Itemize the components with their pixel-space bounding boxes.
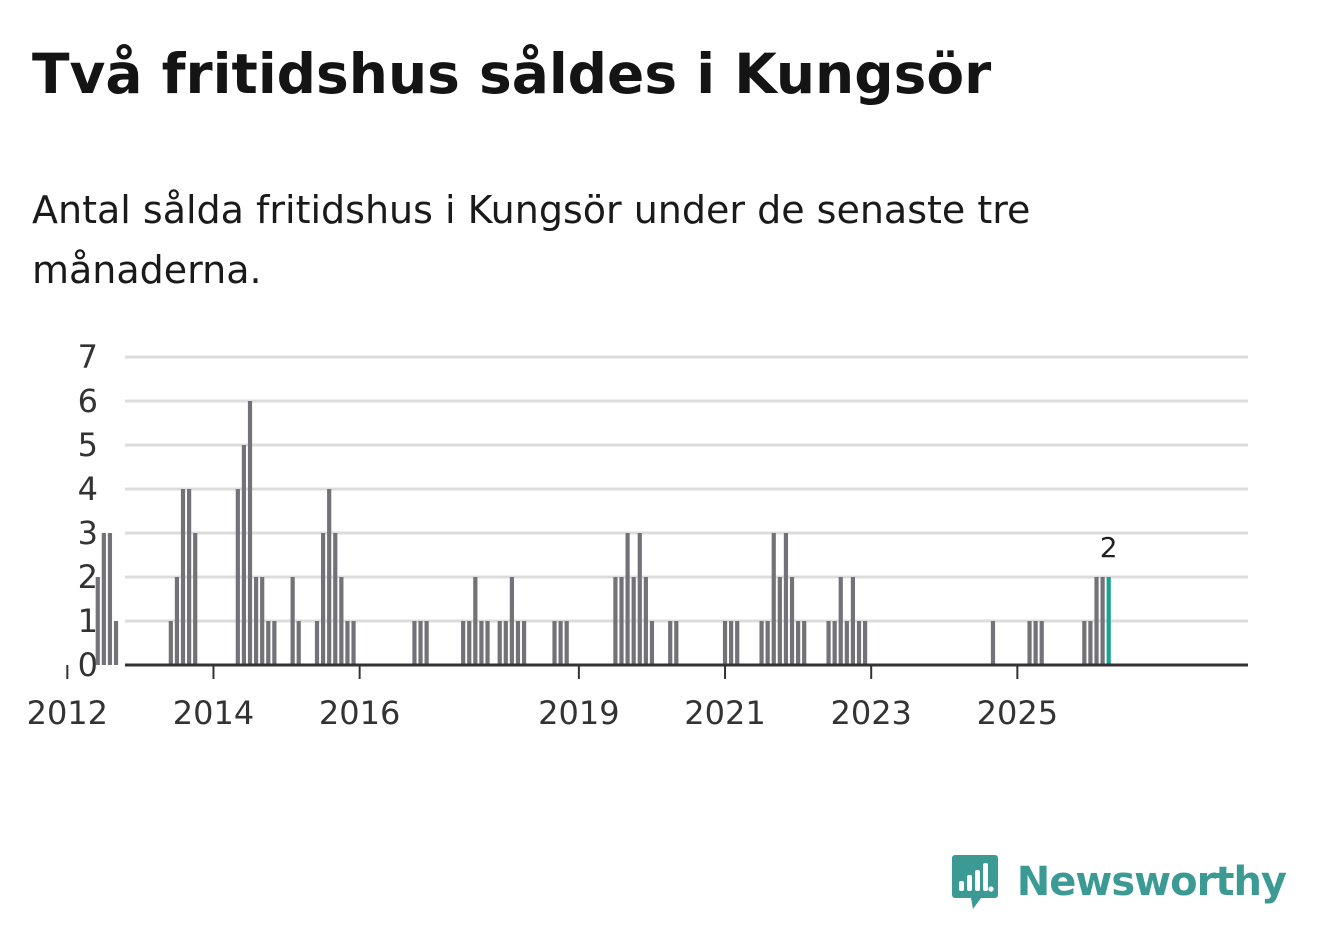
x-tick-label: 2021 [684, 694, 765, 732]
bar [314, 621, 320, 665]
bar [424, 621, 429, 665]
bar [674, 621, 679, 665]
bar [643, 577, 648, 665]
x-tick-label: 2023 [830, 694, 911, 732]
bar [521, 621, 527, 665]
bar [296, 621, 301, 665]
bar [771, 533, 776, 665]
bar [552, 621, 557, 665]
bar [503, 621, 508, 665]
bar [722, 621, 728, 665]
bar [107, 533, 113, 665]
data-label: 2 [1100, 531, 1118, 564]
bar [838, 577, 843, 665]
bar [101, 533, 106, 665]
x-tick-label: 2019 [538, 694, 619, 732]
bar [351, 621, 356, 665]
bar [1088, 621, 1093, 665]
bar [844, 621, 849, 665]
bar [95, 577, 100, 665]
x-tick-label: 2012 [27, 694, 108, 732]
bar [826, 621, 831, 665]
bar [509, 577, 514, 665]
chart-title: Två fritidshus såldes i Kungsör [32, 42, 992, 106]
bar [193, 533, 198, 665]
y-tick-label: 2 [78, 558, 98, 596]
bar [254, 577, 259, 665]
bar [759, 621, 764, 665]
bar [1027, 621, 1032, 665]
bar [850, 577, 856, 665]
brand-name: Newsworthy [1016, 859, 1287, 905]
y-tick-label: 0 [78, 646, 98, 684]
bar [558, 621, 563, 665]
brand-logo: Newsworthy [951, 850, 1287, 914]
bar [266, 621, 271, 665]
bar [796, 621, 801, 665]
bar [619, 577, 624, 665]
bar [333, 533, 338, 665]
bar [187, 489, 192, 665]
y-tick-label: 4 [78, 470, 98, 508]
y-tick-label: 3 [78, 514, 98, 552]
newsworthy-logo-icon [951, 855, 998, 909]
bar [1100, 577, 1105, 665]
bar [802, 621, 807, 665]
bar [613, 577, 618, 665]
bar [729, 621, 734, 665]
bar [497, 621, 502, 665]
y-tick-label: 5 [78, 426, 98, 464]
y-tick-label: 6 [78, 382, 98, 420]
bar [649, 621, 655, 665]
bar-highlight [1106, 577, 1111, 665]
x-tick-label: 2014 [173, 694, 254, 732]
bar [461, 621, 466, 665]
bar [320, 533, 326, 665]
bar [515, 621, 521, 665]
bar [765, 621, 770, 665]
bar [339, 577, 344, 665]
bar [564, 621, 569, 665]
bar [856, 621, 862, 665]
bar [418, 621, 423, 665]
bar [1082, 621, 1087, 665]
bar [473, 577, 478, 665]
bar [412, 621, 417, 665]
bar [1033, 621, 1038, 665]
bar [863, 621, 868, 665]
bar-chart: 0 1 2 3 4 5 6 7 2 2012 2014 2016 2019 2021 2023 2025 [27, 338, 1248, 732]
bar [832, 621, 837, 665]
bar [990, 621, 996, 665]
bar [327, 489, 332, 665]
bar [625, 533, 630, 665]
bar [241, 445, 247, 665]
bar [180, 489, 186, 665]
bar [789, 577, 795, 665]
bar [290, 577, 295, 665]
bar [631, 577, 636, 665]
bar [168, 621, 173, 665]
bar [637, 533, 642, 665]
bar [235, 489, 240, 665]
bar [668, 621, 673, 665]
bar [260, 577, 265, 665]
bar [272, 621, 277, 665]
bar [1094, 577, 1099, 665]
x-tick-label: 2025 [977, 694, 1058, 732]
chart-subtitle: Antal sålda fritidshus i Kungsör under d… [32, 188, 1031, 292]
bar [174, 577, 180, 665]
bar [345, 621, 350, 665]
bar [777, 577, 782, 665]
x-tick-label: 2016 [319, 694, 400, 732]
bar [247, 401, 253, 665]
bar [479, 621, 484, 665]
y-tick-label: 7 [78, 338, 98, 376]
y-tick-label: 1 [78, 602, 98, 640]
bar [467, 621, 472, 665]
bar [1039, 621, 1044, 665]
bar [485, 621, 490, 665]
bar [113, 621, 119, 665]
bar [783, 533, 789, 665]
bar [735, 621, 740, 665]
